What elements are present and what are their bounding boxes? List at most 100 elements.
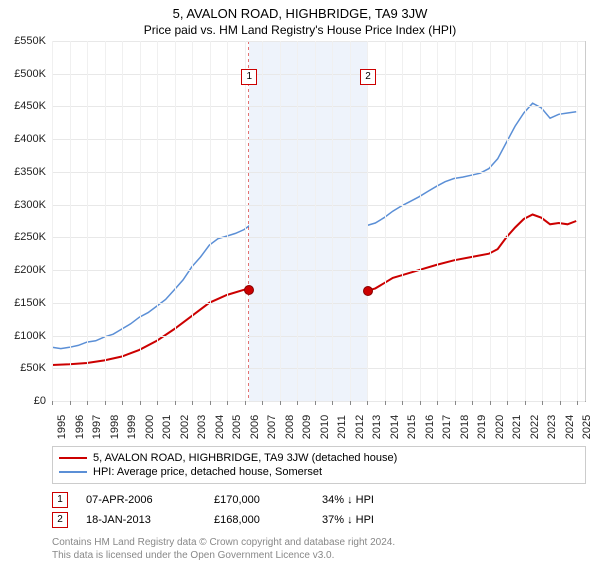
x-axis-label: 1997 (91, 415, 103, 439)
x-axis-label: 2002 (179, 415, 191, 439)
x-axis-label: 2022 (529, 415, 541, 439)
legend-row: HPI: Average price, detached house, Some… (59, 465, 579, 479)
x-axis-label: 2013 (371, 415, 383, 439)
x-tick-mark (122, 401, 123, 405)
x-axis-label: 2008 (284, 415, 296, 439)
x-tick-mark (490, 401, 491, 405)
x-gridline (157, 41, 158, 401)
legend: 5, AVALON ROAD, HIGHBRIDGE, TA9 3JW (det… (52, 446, 586, 484)
x-gridline (455, 41, 456, 401)
x-gridline (577, 41, 578, 401)
y-gridline (52, 106, 585, 107)
x-tick-mark (332, 401, 333, 405)
x-gridline (507, 41, 508, 401)
x-gridline (122, 41, 123, 401)
x-tick-mark (140, 401, 141, 405)
x-gridline (385, 41, 386, 401)
x-gridline (542, 41, 543, 401)
legend-swatch (59, 457, 87, 459)
x-tick-mark (420, 401, 421, 405)
x-axis-label: 2016 (424, 415, 436, 439)
x-tick-mark (280, 401, 281, 405)
x-axis-label: 2014 (389, 415, 401, 439)
legend-label: 5, AVALON ROAD, HIGHBRIDGE, TA9 3JW (det… (93, 452, 397, 464)
x-axis-label: 2012 (354, 415, 366, 439)
x-tick-mark (52, 401, 53, 405)
x-gridline (402, 41, 403, 401)
x-gridline (350, 41, 351, 401)
x-tick-mark (472, 401, 473, 405)
y-axis-label: £550K (0, 35, 46, 47)
x-axis-label: 2007 (266, 415, 278, 439)
x-gridline (175, 41, 176, 401)
y-gridline (52, 368, 585, 369)
x-axis-label: 2000 (144, 415, 156, 439)
chart-container: 5, AVALON ROAD, HIGHBRIDGE, TA9 3JW Pric… (0, 0, 600, 560)
x-tick-mark (245, 401, 246, 405)
y-gridline (52, 336, 585, 337)
x-axis-label: 2011 (336, 415, 348, 439)
x-axis-label: 2020 (494, 415, 506, 439)
x-tick-mark (402, 401, 403, 405)
x-gridline (332, 41, 333, 401)
sales-table: 107-APR-2006£170,00034% ↓ HPI218-JAN-201… (52, 490, 586, 530)
y-gridline (52, 205, 585, 206)
x-tick-mark (87, 401, 88, 405)
x-tick-mark (70, 401, 71, 405)
chart-plot-area: £0£50K£100K£150K£200K£250K£300K£350K£400… (52, 41, 586, 402)
y-axis-label: £300K (0, 199, 46, 211)
y-axis-label: £500K (0, 68, 46, 80)
y-axis-label: £150K (0, 297, 46, 309)
x-gridline (192, 41, 193, 401)
x-tick-mark (175, 401, 176, 405)
sale-date: 07-APR-2006 (86, 494, 196, 506)
x-gridline (420, 41, 421, 401)
sale-marker-label: 2 (360, 69, 376, 85)
x-gridline (437, 41, 438, 401)
x-gridline (525, 41, 526, 401)
sale-hpi-delta: 37% ↓ HPI (322, 514, 374, 526)
x-gridline (280, 41, 281, 401)
x-tick-mark (525, 401, 526, 405)
sale-row-marker: 2 (52, 512, 68, 528)
y-gridline (52, 270, 585, 271)
y-gridline (52, 401, 585, 402)
x-axis-label: 2001 (161, 415, 173, 439)
legend-label: HPI: Average price, detached house, Some… (93, 466, 322, 478)
x-tick-mark (507, 401, 508, 405)
sale-row-marker: 1 (52, 492, 68, 508)
x-tick-mark (297, 401, 298, 405)
x-tick-mark (455, 401, 456, 405)
sale-point-dot (363, 286, 373, 296)
x-gridline (560, 41, 561, 401)
y-gridline (52, 237, 585, 238)
x-tick-mark (262, 401, 263, 405)
x-gridline (105, 41, 106, 401)
x-gridline (490, 41, 491, 401)
x-axis-label: 2004 (214, 415, 226, 439)
x-axis-label: 2024 (564, 415, 576, 439)
chart-subtitle: Price paid vs. HM Land Registry's House … (0, 21, 600, 41)
x-gridline (315, 41, 316, 401)
x-axis-label: 2023 (546, 415, 558, 439)
sale-hpi-delta: 34% ↓ HPI (322, 494, 374, 506)
x-axis-label: 2005 (231, 415, 243, 439)
x-axis-label: 1999 (126, 415, 138, 439)
footer-line: Contains HM Land Registry data © Crown c… (52, 536, 586, 549)
x-gridline (472, 41, 473, 401)
x-axis-label: 1998 (109, 415, 121, 439)
y-gridline (52, 303, 585, 304)
x-axis-label: 1996 (74, 415, 86, 439)
y-gridline (52, 139, 585, 140)
x-axis-label: 2015 (406, 415, 418, 439)
sale-point-dot (244, 285, 254, 295)
x-axis-label: 2019 (476, 415, 488, 439)
y-axis-label: £350K (0, 166, 46, 178)
legend-swatch (59, 471, 87, 473)
y-axis-label: £100K (0, 330, 46, 342)
x-tick-mark (542, 401, 543, 405)
x-tick-mark (367, 401, 368, 405)
x-gridline (70, 41, 71, 401)
x-gridline (210, 41, 211, 401)
x-tick-mark (157, 401, 158, 405)
